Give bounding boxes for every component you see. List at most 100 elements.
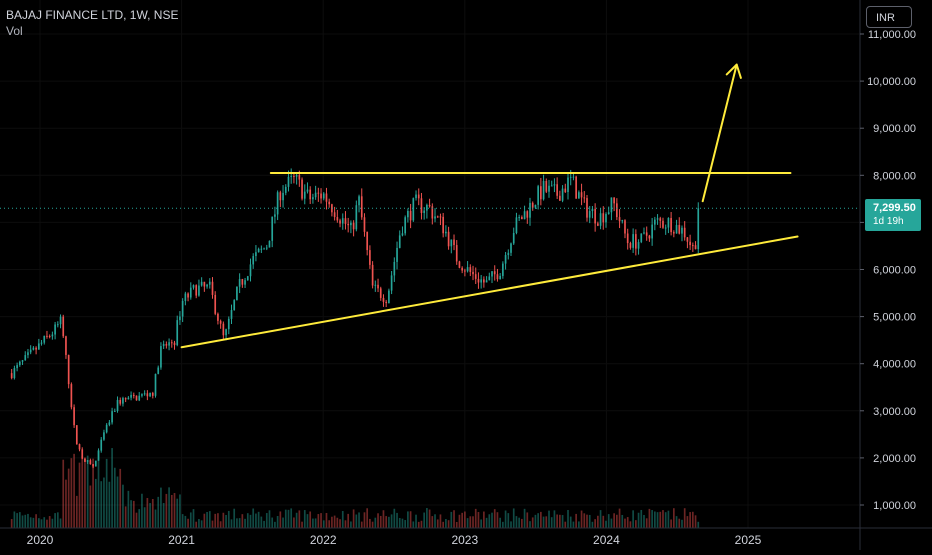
candle-body <box>407 210 409 218</box>
volume-bar <box>195 521 198 528</box>
volume-bar <box>312 518 314 528</box>
volume-bar <box>469 516 472 528</box>
volume-bar <box>656 512 659 528</box>
volume-bar <box>689 512 691 528</box>
volume-bar <box>678 518 681 528</box>
candle-body <box>203 281 206 287</box>
volume-bar <box>27 513 29 528</box>
volume-bar <box>92 458 94 528</box>
volume-bar <box>591 521 594 528</box>
candle-body <box>483 279 485 283</box>
volume-bar <box>65 479 67 528</box>
volume-bar <box>681 519 683 528</box>
price-tick-label: 11,000.00 <box>868 29 916 41</box>
volume-bar <box>474 508 477 528</box>
candle-body <box>16 365 18 369</box>
candle-body <box>165 343 168 346</box>
volume-bar <box>320 513 322 528</box>
volume-bar <box>306 514 309 528</box>
candle-body <box>629 243 632 248</box>
volume-bar <box>583 513 586 528</box>
volume-bar <box>379 515 382 528</box>
candle-body <box>27 352 29 356</box>
volume-bar <box>556 514 558 528</box>
price-tick-label: 5,000.00 <box>873 312 916 324</box>
candle-body <box>111 411 113 423</box>
volume-bar <box>263 520 265 528</box>
volume-bar <box>84 458 86 528</box>
candle-body <box>390 275 393 291</box>
volume-bar <box>442 521 445 528</box>
price-tick-label: 10,000.00 <box>867 76 916 88</box>
candle-body <box>423 210 426 213</box>
volume-bar <box>268 510 271 528</box>
volume-bar <box>450 511 453 528</box>
volume-bar <box>559 514 561 528</box>
volume-bar <box>480 519 483 528</box>
volume-bar <box>390 514 393 528</box>
candle-body <box>65 336 67 355</box>
volume-indicator-label[interactable]: Vol <box>6 24 23 38</box>
volume-bar <box>59 518 62 528</box>
volume-bar <box>200 520 203 528</box>
time-tick-label: 2025 <box>735 533 762 547</box>
candle-body <box>276 192 279 215</box>
volume-bar <box>113 467 116 528</box>
candle-body <box>472 271 474 275</box>
volume-bar <box>537 513 539 528</box>
volume-bar <box>257 511 260 528</box>
candle-body <box>453 239 455 246</box>
candle-body <box>108 422 111 425</box>
candle-body <box>116 399 119 411</box>
volume-bar <box>404 520 407 528</box>
candle-body <box>287 176 290 187</box>
trendline-annotations[interactable] <box>0 63 860 349</box>
volume-bar <box>211 520 214 528</box>
volume-bar <box>138 509 141 528</box>
candle-body <box>374 284 377 286</box>
candle-body <box>621 220 624 222</box>
candle-body <box>412 198 415 221</box>
candle-body <box>393 261 396 276</box>
candle-body <box>317 192 320 194</box>
volume-bar <box>488 514 491 528</box>
volume-bar <box>523 508 526 528</box>
volume-bar <box>439 514 442 528</box>
volume-bar <box>393 508 396 528</box>
candle-body <box>24 355 27 361</box>
currency-selector[interactable]: INR <box>866 6 912 28</box>
candle-body <box>149 392 151 397</box>
volume-bar <box>683 508 686 528</box>
symbol-title[interactable]: BAJAJ FINANCE LTD, 1W, NSE <box>6 8 179 22</box>
volume-bar <box>436 519 439 528</box>
volume-bar <box>499 517 501 528</box>
arrow-head <box>725 63 742 79</box>
volume-bar <box>341 511 344 528</box>
candle-body <box>282 192 284 201</box>
candle-body <box>683 227 686 238</box>
volume-bar <box>485 517 488 528</box>
candle-body <box>124 398 127 400</box>
volume-bar <box>184 515 187 528</box>
price-tick-label: 2,000.00 <box>873 453 916 465</box>
candle-body <box>616 203 618 218</box>
volume-bar <box>284 509 287 528</box>
candle-body <box>168 342 170 346</box>
candle-body <box>238 279 241 287</box>
volume-bar <box>483 511 485 528</box>
candle-body <box>605 214 607 223</box>
candle-body <box>100 439 103 451</box>
candle-body <box>691 245 694 247</box>
volume-bar <box>303 510 306 528</box>
volume-bar <box>241 514 244 528</box>
volume-bar <box>691 511 694 528</box>
volume-bars <box>10 448 700 528</box>
candle-body <box>366 231 369 251</box>
volume-bar <box>415 514 417 528</box>
candle-body <box>618 217 621 222</box>
volume-bar <box>594 519 596 528</box>
candle-body <box>607 212 610 215</box>
